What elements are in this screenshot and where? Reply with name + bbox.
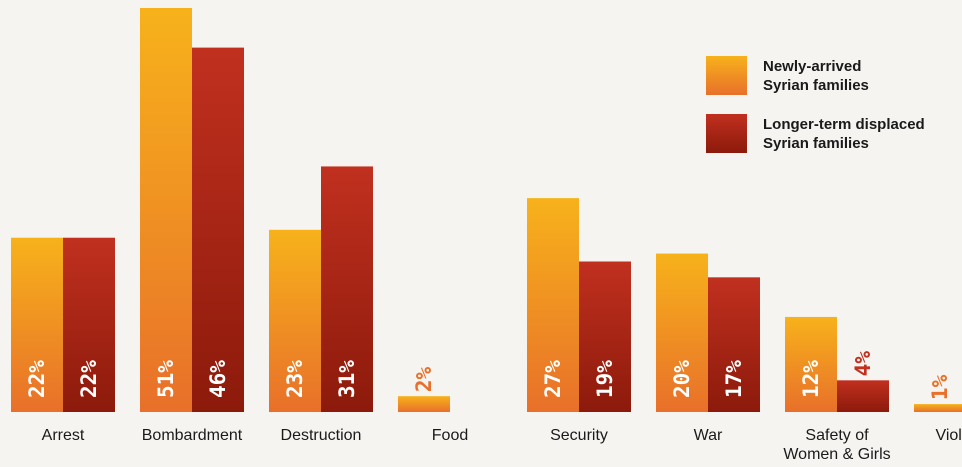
value-label-war-newly-arrived: 20% — [670, 360, 694, 398]
value-label-arrest-longer-term: 22% — [77, 360, 101, 398]
legend-swatch-newly-arrived — [706, 56, 747, 95]
value-label-food-newly-arrived: 2% — [412, 367, 436, 393]
value-label-war-longer-term: 17% — [722, 360, 746, 398]
legend-label-newly-arrived: Newly-arrived Syrian families — [763, 58, 869, 94]
legend-label-longer-term: Longer-term displaced Syrian families — [763, 116, 925, 152]
category-label-war: War — [694, 427, 723, 444]
bar-destruction-longer-term — [321, 166, 373, 412]
bar-war-newly-arrived — [656, 253, 708, 412]
value-labels-layer: 22%22%51%46%23%31%2%27%19%20%17%12%4%1%4… — [25, 351, 952, 400]
bar-arrest-longer-term — [63, 237, 115, 412]
bar-war-longer-term — [708, 277, 760, 412]
value-label-destruction-longer-term: 31% — [335, 360, 359, 398]
value-label-security-newly-arrived: 27% — [541, 360, 565, 398]
bar-security-longer-term — [579, 261, 631, 412]
category-label-food: Food — [432, 427, 468, 444]
bar-safety-of-women-girls-longer-term — [837, 380, 889, 412]
bar-food-newly-arrived — [398, 396, 450, 412]
value-label-bombardment-longer-term: 46% — [206, 360, 230, 398]
value-label-security-longer-term: 19% — [593, 360, 617, 398]
category-label-destruction: Destruction — [281, 427, 362, 444]
value-label-safety-of-women-girls-newly-arrived: 12% — [799, 360, 823, 398]
legend: Newly-arrived Syrian families Longer-term … — [706, 56, 925, 153]
bar-security-newly-arrived — [527, 198, 579, 412]
category-label-arrest: Arrest — [42, 427, 85, 444]
value-label-violence-newly-arrived: 1% — [928, 374, 952, 400]
bar-violence-newly-arrived — [914, 404, 962, 412]
bar-bombardment-longer-term — [192, 47, 244, 412]
bar-bombardment-newly-arrived — [140, 8, 192, 412]
value-label-destruction-newly-arrived: 23% — [283, 360, 307, 398]
category-labels-layer: Arrest Bombardment Destruction Food Security… — [42, 427, 962, 463]
category-label-security: Security — [550, 427, 608, 444]
legend-swatch-longer-term — [706, 114, 747, 153]
category-label-safety-of-women-girls: Safety of Women & Girls — [783, 427, 890, 463]
bars-layer — [11, 8, 962, 412]
category-label-violence: Violence — [935, 427, 962, 444]
bar-safety-of-women-girls-newly-arrived — [785, 316, 837, 412]
value-label-safety-of-women-girls-longer-term: 4% — [851, 351, 875, 377]
bar-arrest-newly-arrived — [11, 237, 63, 412]
category-label-bombardment: Bombardment — [142, 427, 243, 444]
value-label-arrest-newly-arrived: 22% — [25, 360, 49, 398]
value-label-bombardment-newly-arrived: 51% — [154, 360, 178, 398]
bar-destruction-newly-arrived — [269, 229, 321, 412]
